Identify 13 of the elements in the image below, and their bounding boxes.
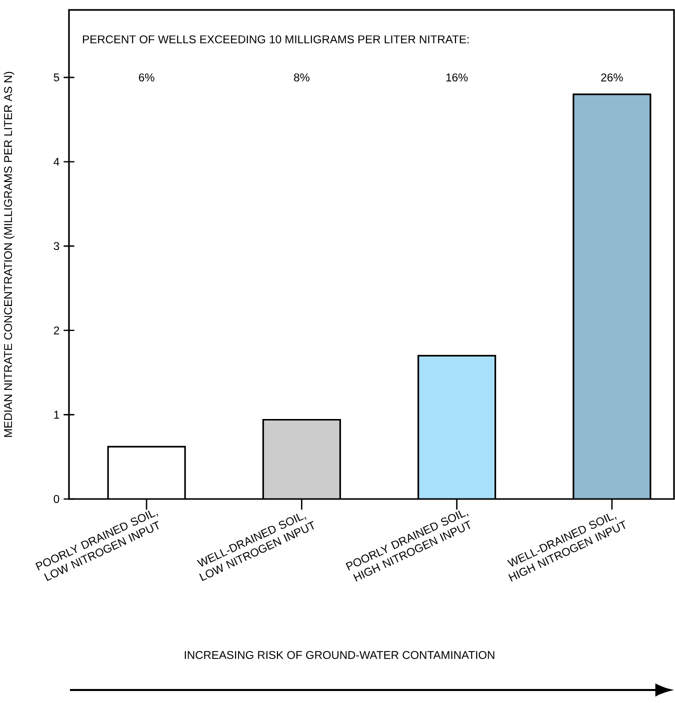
annotation: 6% bbox=[138, 73, 154, 82]
y-axis-title: MEDIAN NITRATE CONCENTRATION (MILLIGRAMS PER LITER AS N) bbox=[4, 72, 14, 437]
annotation: PERCENT OF WELLS EXCEEDING 10 MILLIGRAMS PER LITER NITRATE: bbox=[83, 35, 469, 44]
y-tick-label: 2 bbox=[54, 326, 60, 334]
annotation: 8% bbox=[294, 73, 310, 82]
y-tick-label: 1 bbox=[54, 410, 60, 419]
y-tick-label: 5 bbox=[54, 73, 60, 82]
y-tick-label: 3 bbox=[54, 242, 60, 250]
y-tick-label: 4 bbox=[54, 158, 60, 166]
annotation: 26% bbox=[601, 73, 623, 82]
annotation: 16% bbox=[446, 73, 468, 82]
y-tick-label: 0 bbox=[54, 495, 60, 503]
text: INCREASING RISK OF GROUND-WATER CONTAMINATION bbox=[184, 651, 494, 659]
